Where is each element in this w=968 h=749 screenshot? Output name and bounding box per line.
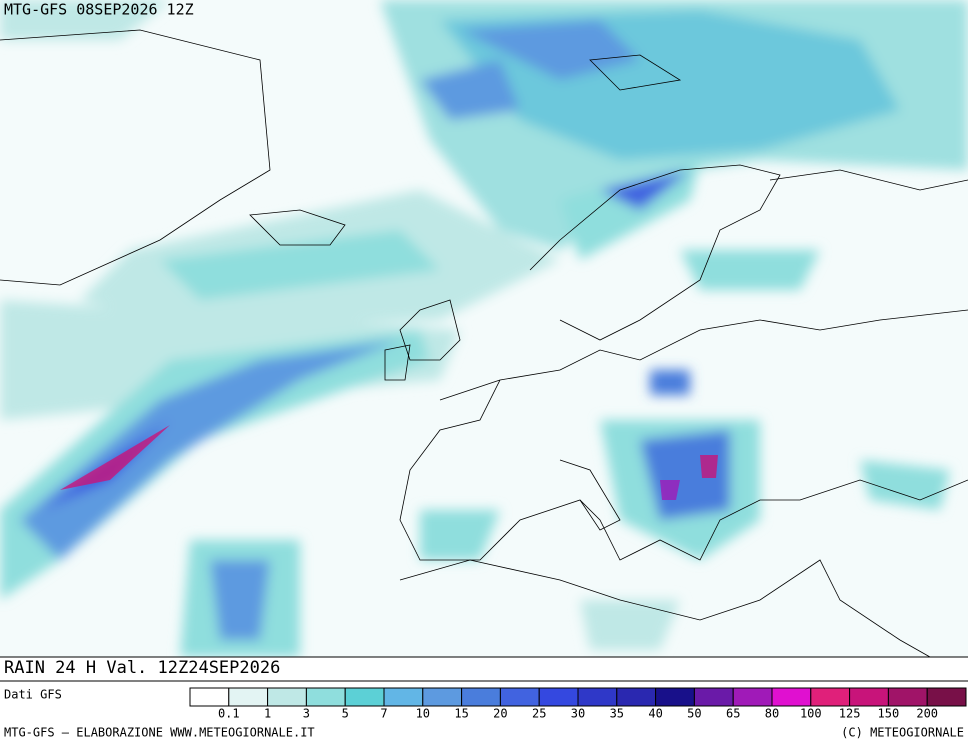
colorbar-label: 80	[765, 707, 779, 721]
colorbar-swatch	[577, 687, 618, 707]
colorbar-swatch	[926, 687, 967, 707]
colorbar-label: 40	[648, 707, 662, 721]
validity-caption: RAIN 24 H Val. 12Z24SEP2026	[4, 658, 280, 678]
colorbar-label: 30	[571, 707, 585, 721]
colorbar-swatch	[267, 687, 307, 707]
colorbar-label: 10	[416, 707, 430, 721]
colorbar-label: 35	[610, 707, 624, 721]
colorbar-label: 25	[532, 707, 546, 721]
source-label: Dati GFS	[4, 688, 62, 702]
colorbar-label: 0.1	[218, 707, 240, 721]
colorbar-label: 125	[839, 707, 861, 721]
colorbar-swatch	[228, 687, 269, 707]
colorbar: 0.1 1 3 5 7 10 15 20 25 30 35 40 50 65 80 100 125 150 200	[189, 687, 967, 721]
colorbar-label: 15	[454, 707, 468, 721]
colorbar-label: 200	[916, 707, 938, 721]
colorbar-swatch	[616, 687, 657, 707]
colorbar-label: 1	[264, 707, 271, 721]
colorbar-swatch	[849, 687, 889, 707]
colorbar-swatch	[383, 687, 424, 707]
colorbar-label: 5	[342, 707, 349, 721]
colorbar-swatch	[693, 687, 734, 707]
colorbar-swatch	[732, 687, 773, 707]
colorbar-swatch	[771, 687, 812, 707]
colorbar-swatch	[422, 687, 463, 707]
footer-right: (C) METEOGIORNALE	[841, 726, 964, 740]
colorbar-swatch	[810, 687, 851, 707]
colorbar-swatch	[538, 687, 579, 707]
map-title: MTG-GFS 08SEP2026 12Z	[4, 1, 194, 19]
colorbar-swatch	[655, 687, 695, 707]
colorbar-swatch	[344, 687, 385, 707]
colorbar-swatch	[461, 687, 501, 707]
colorbar-label: 20	[493, 707, 507, 721]
colorbar-swatch	[305, 687, 346, 707]
colorbar-label: 65	[726, 707, 740, 721]
colorbar-swatch	[189, 687, 230, 707]
colorbar-label: 7	[380, 707, 387, 721]
colorbar-label: 150	[878, 707, 900, 721]
colorbar-swatch	[887, 687, 928, 707]
map-area: MTG-GFS 08SEP2026 12Z	[0, 0, 968, 658]
colorbar-swatch	[499, 687, 540, 707]
footer-left: MTG-GFS — ELABORAZIONE WWW.METEOGIORNALE…	[4, 726, 315, 740]
colorbar-label: 3	[303, 707, 310, 721]
colorbar-label: 100	[800, 707, 822, 721]
colorbar-label: 50	[687, 707, 701, 721]
